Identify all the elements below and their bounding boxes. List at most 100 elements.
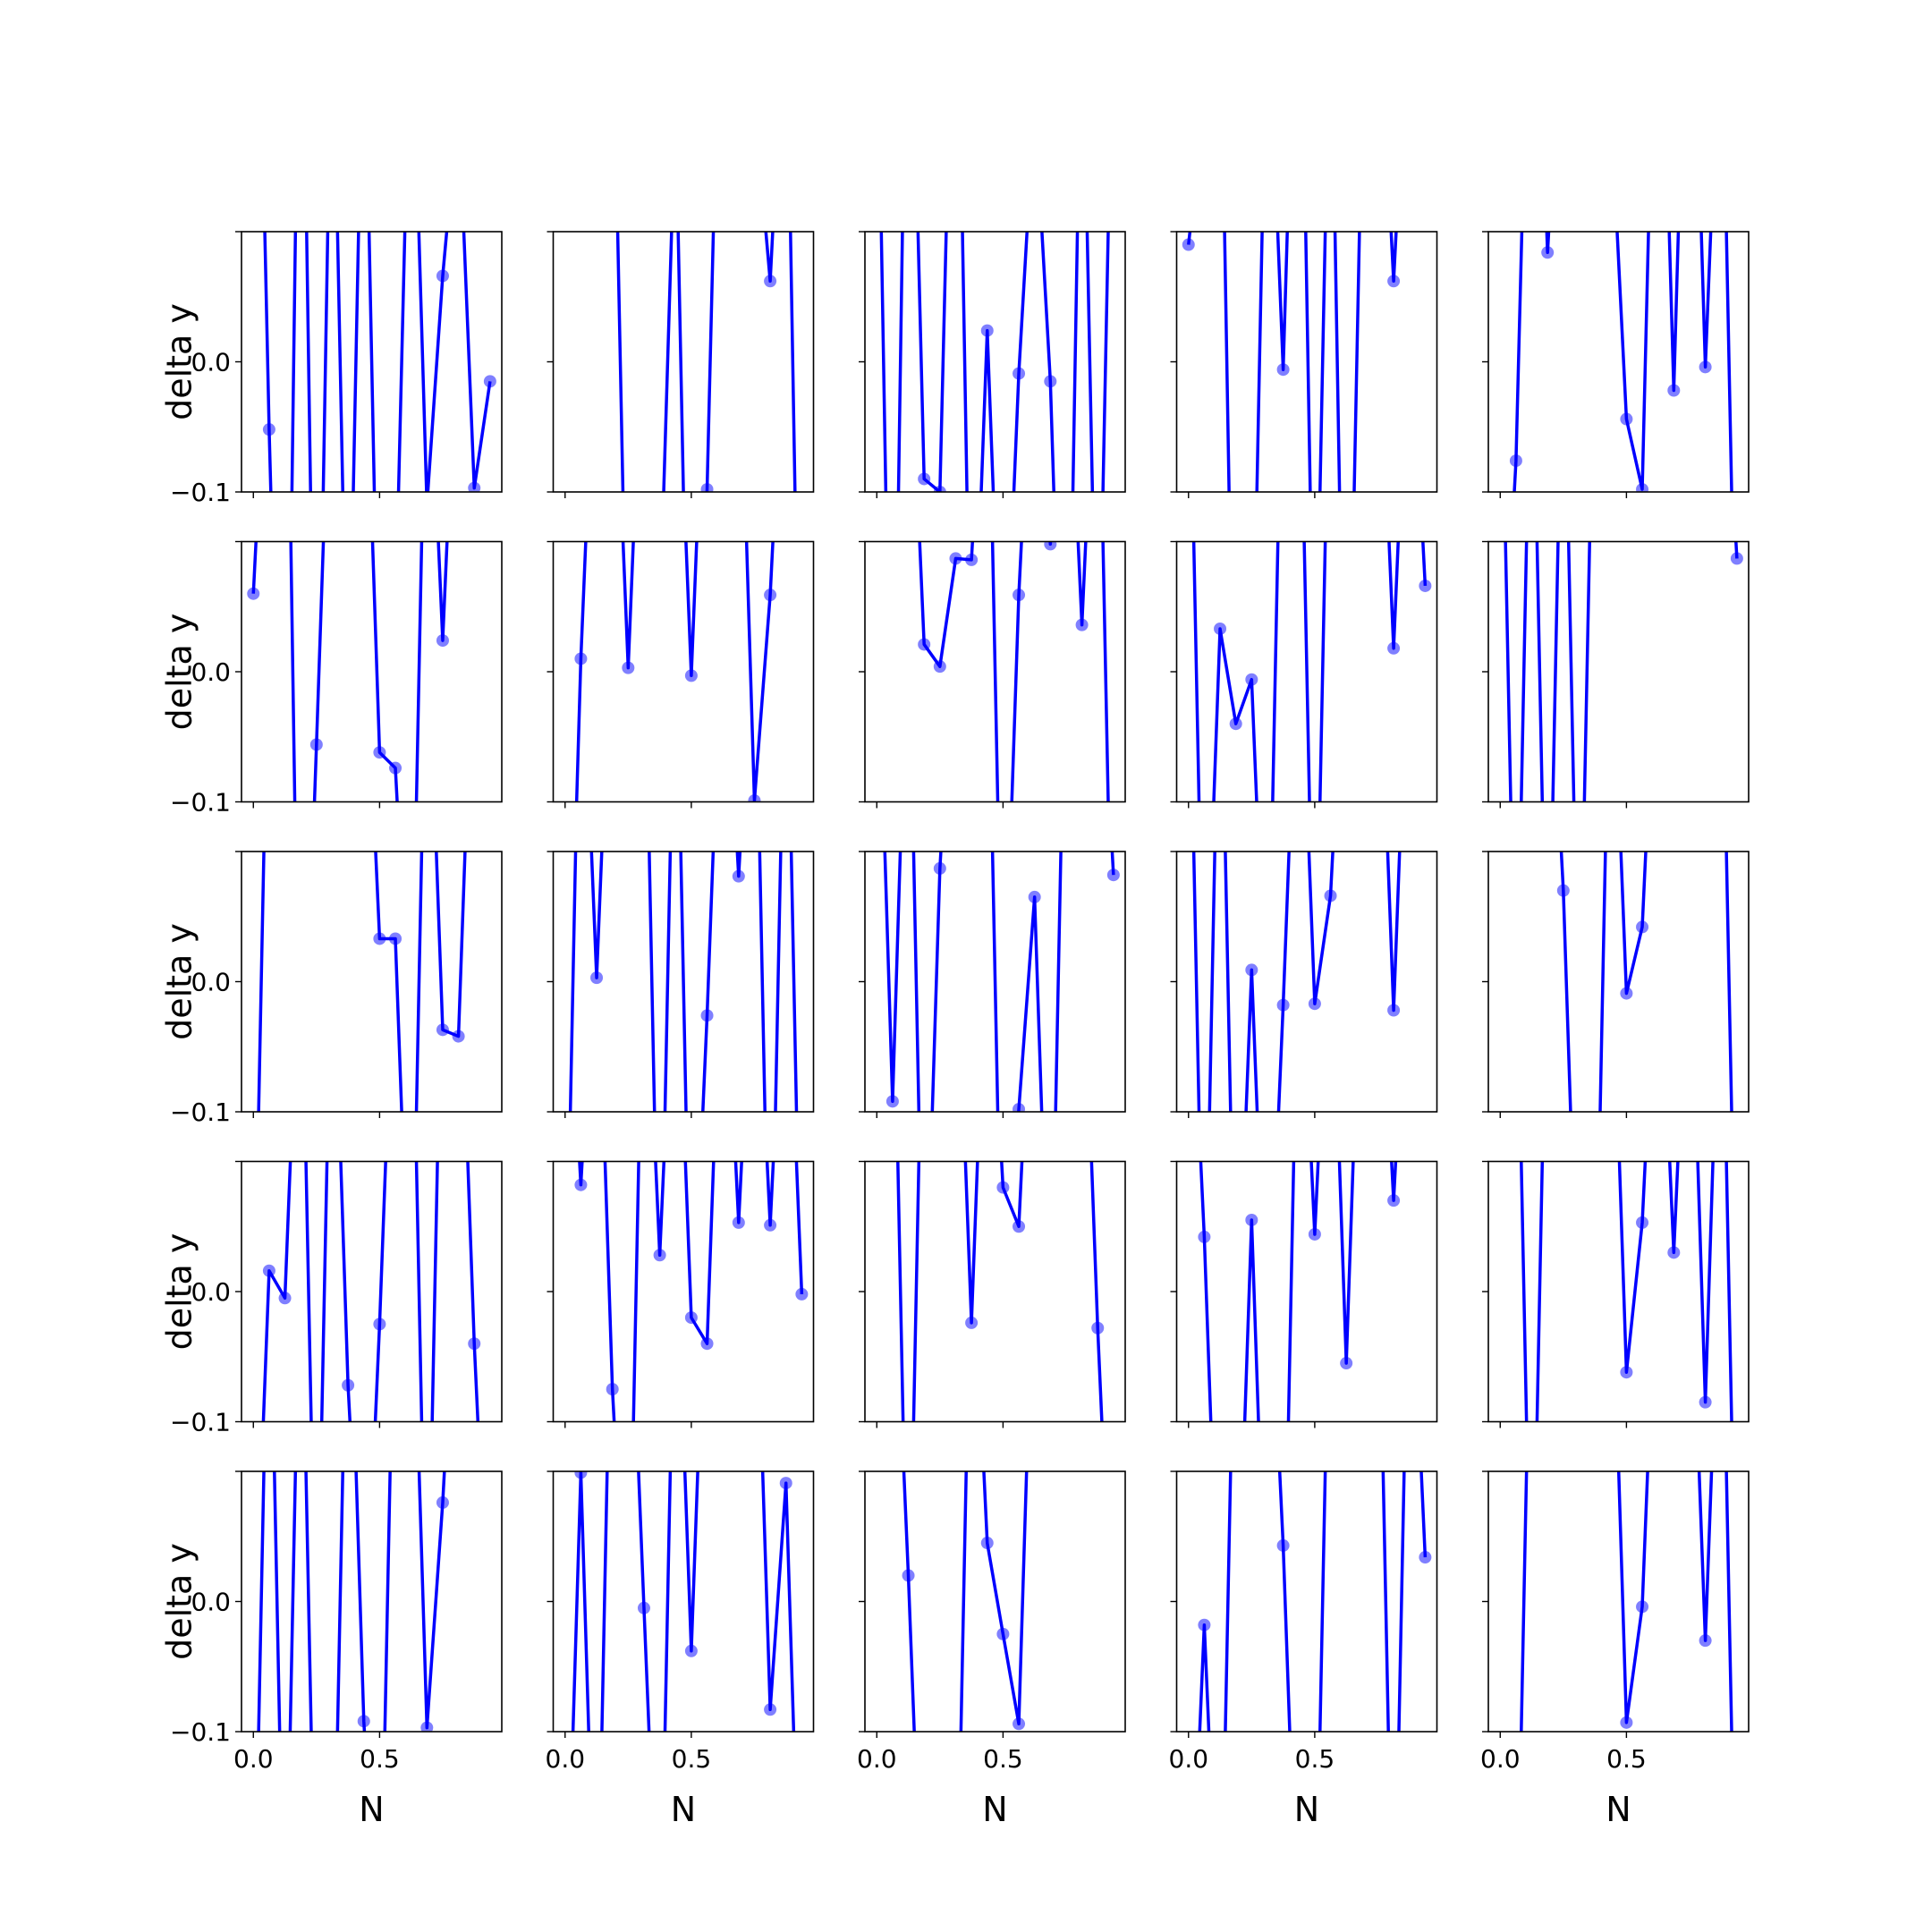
marker xyxy=(263,585,275,597)
marker xyxy=(1340,877,1352,889)
axes-frame xyxy=(864,851,1126,1113)
plot-area xyxy=(615,96,808,889)
marker xyxy=(484,1205,496,1217)
marker xyxy=(1198,1618,1211,1631)
marker xyxy=(1044,375,1057,388)
marker xyxy=(606,585,619,597)
marker xyxy=(700,1009,714,1022)
axes-frame xyxy=(241,540,503,803)
marker xyxy=(795,877,808,889)
line xyxy=(879,232,1110,492)
marker xyxy=(263,1205,275,1217)
marker xyxy=(886,895,899,908)
x-tick-label: 0.0 xyxy=(1169,1744,1209,1774)
y-axis-label: delta y xyxy=(159,1543,199,1660)
x-tick-label: 0.5 xyxy=(360,1744,400,1774)
marker xyxy=(996,1056,1009,1069)
marker xyxy=(1526,1676,1538,1689)
marker xyxy=(1387,1194,1401,1208)
marker xyxy=(622,1676,634,1689)
marker xyxy=(795,1366,808,1378)
marker xyxy=(996,1627,1010,1640)
marker xyxy=(669,585,682,597)
marker xyxy=(902,585,915,597)
subplot xyxy=(1482,895,1750,1689)
plot-area xyxy=(902,275,1120,1069)
marker xyxy=(559,1366,572,1378)
marker xyxy=(1044,1366,1056,1378)
marker xyxy=(279,145,292,157)
marker xyxy=(1652,895,1665,908)
marker xyxy=(654,1366,666,1378)
line xyxy=(883,852,1115,1112)
marker xyxy=(1510,585,1522,597)
marker xyxy=(748,96,760,108)
marker xyxy=(886,1205,899,1217)
plot-area xyxy=(257,1205,496,1732)
marker xyxy=(373,1318,386,1331)
marker xyxy=(468,481,481,492)
marker xyxy=(870,585,883,597)
marker xyxy=(468,275,480,288)
marker xyxy=(1182,275,1195,288)
marker xyxy=(918,1366,930,1378)
marker xyxy=(1589,1366,1601,1378)
marker xyxy=(1715,895,1727,908)
y-tick-label: −0.1 xyxy=(170,1408,231,1437)
subplot xyxy=(1170,96,1438,889)
marker xyxy=(420,585,433,597)
marker xyxy=(436,1496,449,1509)
x-tick-label: 0.5 xyxy=(1295,1744,1335,1774)
marker xyxy=(965,746,978,758)
plot-area xyxy=(1198,895,1401,1422)
marker xyxy=(1044,895,1056,908)
marker xyxy=(1620,275,1632,288)
marker xyxy=(1013,1717,1026,1731)
marker xyxy=(933,861,946,875)
marker xyxy=(1356,585,1368,597)
plot-area xyxy=(1510,585,1733,1378)
marker xyxy=(1494,895,1506,908)
marker xyxy=(1731,1676,1743,1689)
subplot xyxy=(859,96,1126,758)
marker xyxy=(1356,96,1368,108)
marker xyxy=(1731,746,1743,758)
marker xyxy=(1541,1205,1554,1217)
marker xyxy=(1276,1538,1290,1552)
marker xyxy=(1387,1004,1401,1017)
y-tick-label: 0.0 xyxy=(191,1277,231,1307)
marker xyxy=(1589,275,1601,288)
marker xyxy=(1029,96,1041,108)
marker xyxy=(1371,585,1384,597)
marker xyxy=(780,895,792,908)
axes-frame xyxy=(1175,1470,1438,1733)
marker xyxy=(1075,618,1089,631)
marker xyxy=(1292,585,1305,597)
marker xyxy=(654,616,666,629)
marker xyxy=(684,1644,698,1657)
marker xyxy=(453,275,465,288)
plot-area xyxy=(1520,1205,1733,1732)
marker xyxy=(1340,585,1352,597)
marker xyxy=(1107,1056,1120,1069)
marker xyxy=(1403,275,1416,288)
marker xyxy=(1387,275,1401,288)
marker xyxy=(1245,963,1258,977)
y-axis-label: delta y xyxy=(159,923,199,1040)
marker xyxy=(1340,1357,1353,1370)
marker xyxy=(1620,412,1633,426)
marker xyxy=(918,472,931,486)
plot-area xyxy=(247,145,480,802)
marker xyxy=(1605,1205,1617,1217)
marker xyxy=(902,275,915,288)
line xyxy=(1199,1161,1398,1422)
y-tick-label: 0.0 xyxy=(191,348,231,377)
marker xyxy=(1028,890,1041,903)
subplot xyxy=(547,96,815,889)
axes-frame xyxy=(552,540,815,803)
marker xyxy=(1292,895,1305,908)
subplot xyxy=(1482,275,1750,809)
marker xyxy=(590,275,603,288)
